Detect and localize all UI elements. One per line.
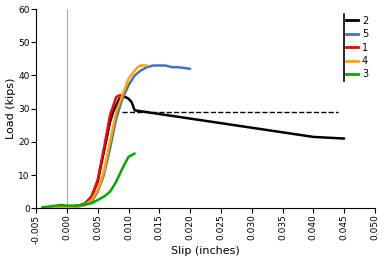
2: [52, 206, 57, 209]
Legend: 2, 5, 1, 4, 3: 2, 5, 1, 4, 3: [345, 14, 370, 81]
3: [114, 180, 119, 183]
3: [77, 204, 82, 207]
Line: 2: 2: [42, 97, 344, 208]
5: [102, 173, 106, 177]
5: [114, 117, 119, 120]
4: [139, 64, 143, 67]
Line: 5: 5: [42, 66, 190, 208]
4: [108, 140, 112, 144]
3: [95, 198, 100, 201]
1: [102, 147, 106, 150]
2: [123, 95, 128, 99]
2: [126, 97, 131, 100]
Line: 4: 4: [42, 66, 147, 208]
2: [102, 150, 106, 154]
5: [77, 205, 82, 208]
5: [188, 67, 192, 70]
5: [65, 206, 69, 209]
2: [132, 109, 137, 112]
5: [145, 66, 149, 69]
2: [65, 205, 69, 209]
2: [111, 110, 116, 113]
5: [176, 66, 180, 69]
Y-axis label: Load (kips): Load (kips): [5, 78, 15, 139]
X-axis label: Slip (inches): Slip (inches): [171, 247, 240, 256]
5: [95, 190, 100, 193]
4: [77, 204, 82, 208]
3: [102, 195, 106, 198]
2: [117, 97, 122, 100]
4: [52, 206, 57, 209]
3: [126, 155, 131, 159]
2: [311, 135, 316, 139]
5: [163, 64, 168, 67]
2: [108, 120, 112, 123]
1: [77, 204, 82, 207]
3: [65, 204, 69, 207]
Line: 1: 1: [42, 95, 122, 208]
4: [40, 206, 45, 210]
4: [126, 77, 131, 80]
5: [139, 69, 143, 72]
3: [120, 167, 125, 170]
5: [169, 66, 174, 69]
2: [114, 104, 119, 107]
5: [126, 84, 131, 87]
5: [108, 147, 112, 150]
2: [89, 195, 94, 198]
5: [157, 64, 162, 67]
2: [71, 205, 75, 208]
2: [59, 206, 63, 209]
5: [52, 206, 57, 209]
4: [132, 69, 137, 72]
2: [40, 206, 45, 210]
1: [108, 114, 112, 117]
3: [83, 203, 88, 206]
4: [114, 110, 119, 113]
1: [89, 195, 94, 198]
4: [89, 198, 94, 201]
3: [59, 203, 63, 206]
3: [108, 190, 112, 193]
5: [120, 97, 125, 100]
2: [342, 137, 346, 140]
1: [120, 94, 125, 97]
1: [83, 202, 88, 205]
4: [65, 206, 69, 209]
1: [40, 206, 45, 210]
3: [46, 205, 51, 208]
3: [40, 206, 45, 209]
5: [71, 205, 75, 209]
3: [132, 152, 137, 155]
1: [65, 206, 69, 209]
1: [114, 95, 119, 99]
2: [46, 206, 51, 209]
4: [102, 170, 106, 173]
4: [83, 203, 88, 206]
5: [83, 203, 88, 206]
3: [89, 202, 94, 205]
4: [145, 64, 149, 67]
Line: 3: 3: [42, 154, 135, 207]
4: [136, 66, 140, 69]
2: [83, 202, 88, 205]
2: [77, 204, 82, 207]
1: [117, 94, 122, 97]
5: [151, 64, 156, 67]
4: [71, 205, 75, 209]
5: [40, 206, 45, 210]
1: [95, 178, 100, 182]
4: [95, 188, 100, 192]
2: [95, 180, 100, 183]
2: [120, 95, 125, 99]
1: [52, 206, 57, 209]
4: [120, 94, 125, 97]
1: [71, 205, 75, 208]
5: [89, 200, 94, 203]
3: [71, 204, 75, 207]
2: [129, 100, 134, 103]
5: [132, 74, 137, 77]
